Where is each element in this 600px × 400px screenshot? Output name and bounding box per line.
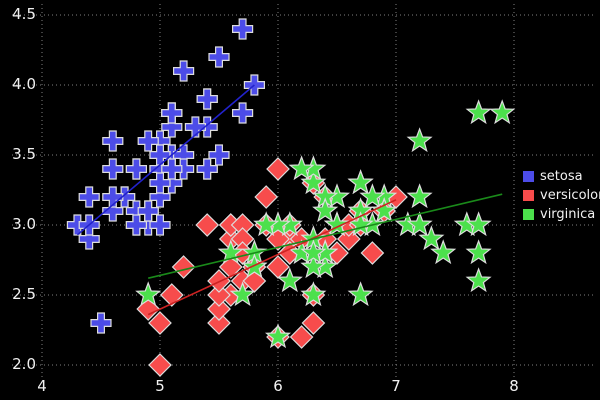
data-point bbox=[232, 102, 254, 124]
data-point bbox=[173, 60, 195, 82]
y-tick-label: 4.5 bbox=[12, 5, 36, 23]
x-tick-label: 8 bbox=[509, 377, 519, 395]
data-point bbox=[195, 213, 220, 237]
x-tick-label: 4 bbox=[37, 377, 47, 395]
legend-swatch-icon bbox=[523, 171, 534, 182]
trendline-virginica bbox=[148, 193, 503, 279]
data-point bbox=[208, 144, 230, 166]
data-point bbox=[465, 267, 492, 293]
data-point bbox=[300, 281, 327, 307]
y-tick-label: 2.0 bbox=[12, 355, 36, 373]
y-tick-label: 3.5 bbox=[12, 145, 36, 163]
legend-label: setosa bbox=[540, 169, 583, 184]
y-tick-label: 4.0 bbox=[12, 75, 36, 93]
data-point bbox=[232, 18, 254, 40]
data-point bbox=[406, 211, 433, 237]
data-point bbox=[489, 99, 516, 125]
data-point bbox=[171, 255, 196, 279]
x-tick-label: 7 bbox=[391, 377, 401, 395]
legend-swatch-icon bbox=[523, 209, 534, 220]
trendline-versicolor bbox=[147, 199, 397, 316]
legend-item-virginica[interactable]: virginica bbox=[523, 206, 597, 223]
data-point bbox=[137, 130, 159, 152]
legend-item-setosa[interactable]: setosa bbox=[523, 168, 597, 185]
data-point bbox=[102, 186, 124, 208]
series-virginica bbox=[135, 99, 516, 349]
data-point bbox=[264, 323, 292, 349]
data-point bbox=[125, 158, 147, 180]
data-point bbox=[347, 169, 374, 195]
data-point bbox=[300, 253, 327, 279]
data-point bbox=[360, 241, 385, 265]
data-point bbox=[208, 46, 230, 68]
data-point bbox=[371, 197, 398, 223]
data-point bbox=[207, 311, 231, 335]
data-point bbox=[359, 183, 386, 209]
data-point bbox=[312, 197, 339, 223]
data-point bbox=[323, 211, 351, 237]
data-point bbox=[196, 158, 218, 180]
data-point bbox=[253, 211, 280, 237]
data-point bbox=[78, 186, 100, 208]
data-point bbox=[465, 211, 492, 237]
data-point bbox=[266, 255, 290, 279]
series-setosa bbox=[66, 18, 265, 334]
data-point bbox=[135, 281, 162, 307]
data-point bbox=[406, 127, 433, 153]
data-point bbox=[229, 281, 256, 307]
data-point bbox=[149, 172, 171, 194]
data-point bbox=[430, 239, 457, 265]
data-point bbox=[207, 283, 231, 307]
data-point bbox=[102, 130, 124, 152]
data-point bbox=[301, 311, 326, 335]
data-point bbox=[300, 169, 327, 195]
data-point bbox=[276, 267, 303, 293]
data-point bbox=[161, 158, 183, 180]
y-tick-label: 3.0 bbox=[12, 215, 36, 233]
data-point bbox=[347, 211, 374, 237]
data-point bbox=[288, 155, 315, 181]
x-tick-label: 6 bbox=[273, 377, 283, 395]
data-point bbox=[148, 311, 172, 335]
legend-label: virginica bbox=[540, 207, 596, 222]
data-point bbox=[149, 214, 171, 236]
data-point bbox=[406, 183, 433, 209]
x-tick-label: 5 bbox=[155, 377, 165, 395]
data-point bbox=[102, 158, 124, 180]
chart-legend: setosa versicolor virginica bbox=[523, 168, 600, 225]
data-point bbox=[347, 281, 374, 307]
data-point bbox=[148, 353, 172, 377]
data-point bbox=[465, 99, 492, 125]
data-point bbox=[465, 239, 492, 265]
data-point bbox=[159, 283, 184, 307]
data-point bbox=[125, 214, 147, 236]
data-point bbox=[90, 312, 112, 334]
legend-item-versicolor[interactable]: versicolor bbox=[523, 187, 600, 204]
data-point bbox=[289, 325, 314, 349]
data-point bbox=[418, 225, 445, 251]
data-point bbox=[137, 200, 159, 222]
data-point bbox=[161, 102, 183, 124]
data-point bbox=[300, 239, 327, 265]
data-point bbox=[254, 185, 279, 209]
legend-swatch-icon bbox=[523, 190, 534, 201]
data-point bbox=[184, 116, 206, 138]
legend-label: versicolor bbox=[540, 188, 600, 203]
data-point bbox=[266, 157, 290, 181]
y-tick-label: 2.5 bbox=[12, 285, 36, 303]
data-point bbox=[207, 297, 231, 321]
trendline-setosa bbox=[76, 84, 255, 236]
data-point bbox=[196, 88, 218, 110]
data-point bbox=[149, 144, 171, 166]
